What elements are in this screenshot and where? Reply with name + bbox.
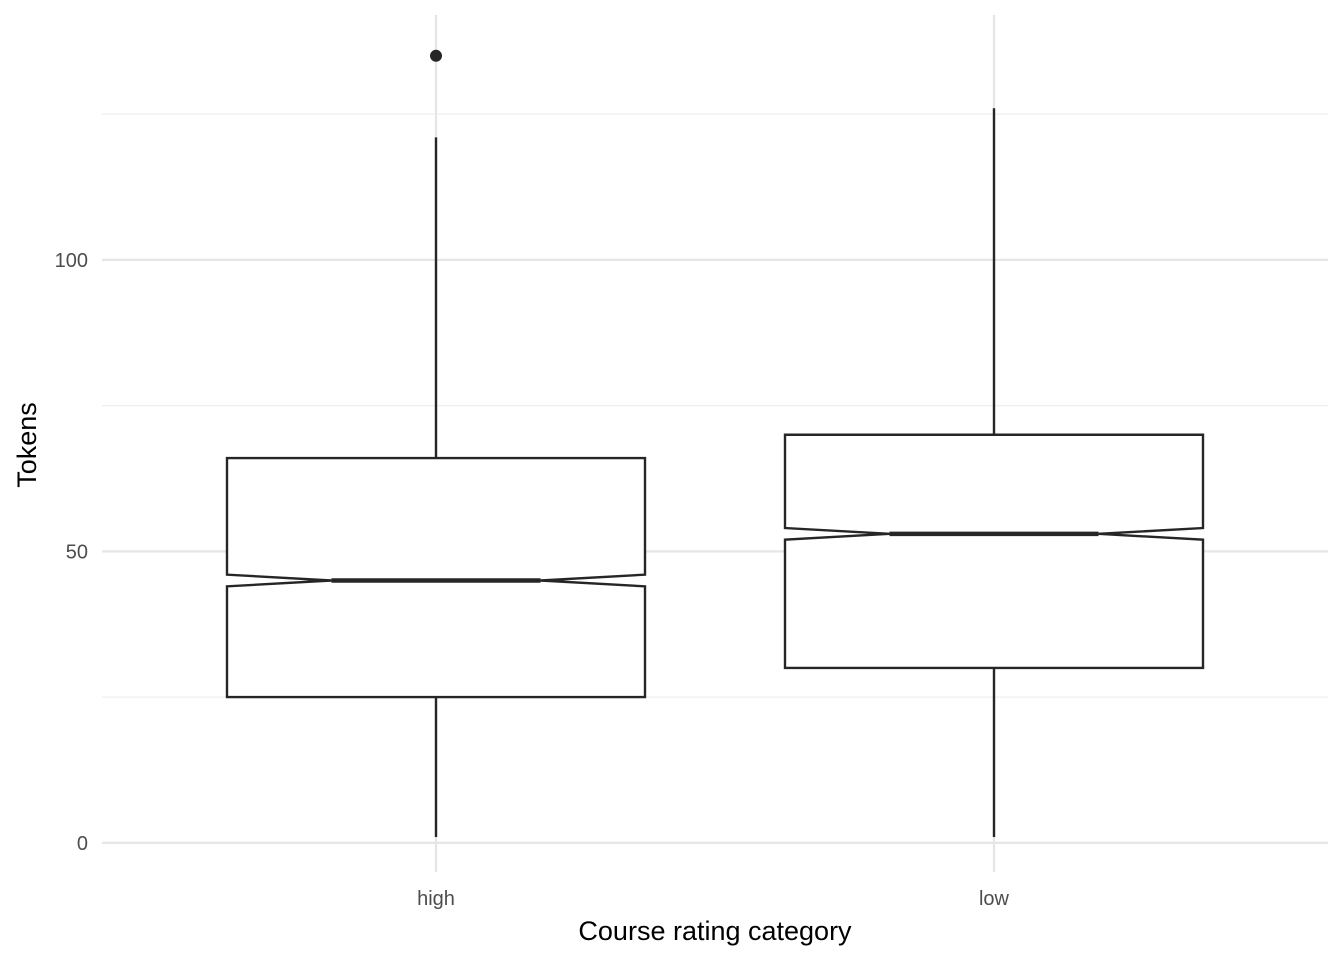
marks-layer: [225, 49, 1205, 838]
y-tick-label: 100: [55, 250, 88, 272]
outlier-point: [430, 49, 442, 62]
box-low: [783, 433, 1205, 670]
x-tick-label: low: [979, 888, 1010, 910]
axis-layer: 0 50 100 high low: [55, 250, 1010, 910]
y-tick-label: 0: [77, 833, 88, 855]
y-axis-title: Tokens: [12, 402, 42, 488]
x-tick-label: high: [417, 888, 455, 910]
x-axis-title: Course rating category: [578, 916, 852, 946]
box-high: [225, 456, 647, 699]
y-tick-label: 50: [66, 541, 88, 563]
